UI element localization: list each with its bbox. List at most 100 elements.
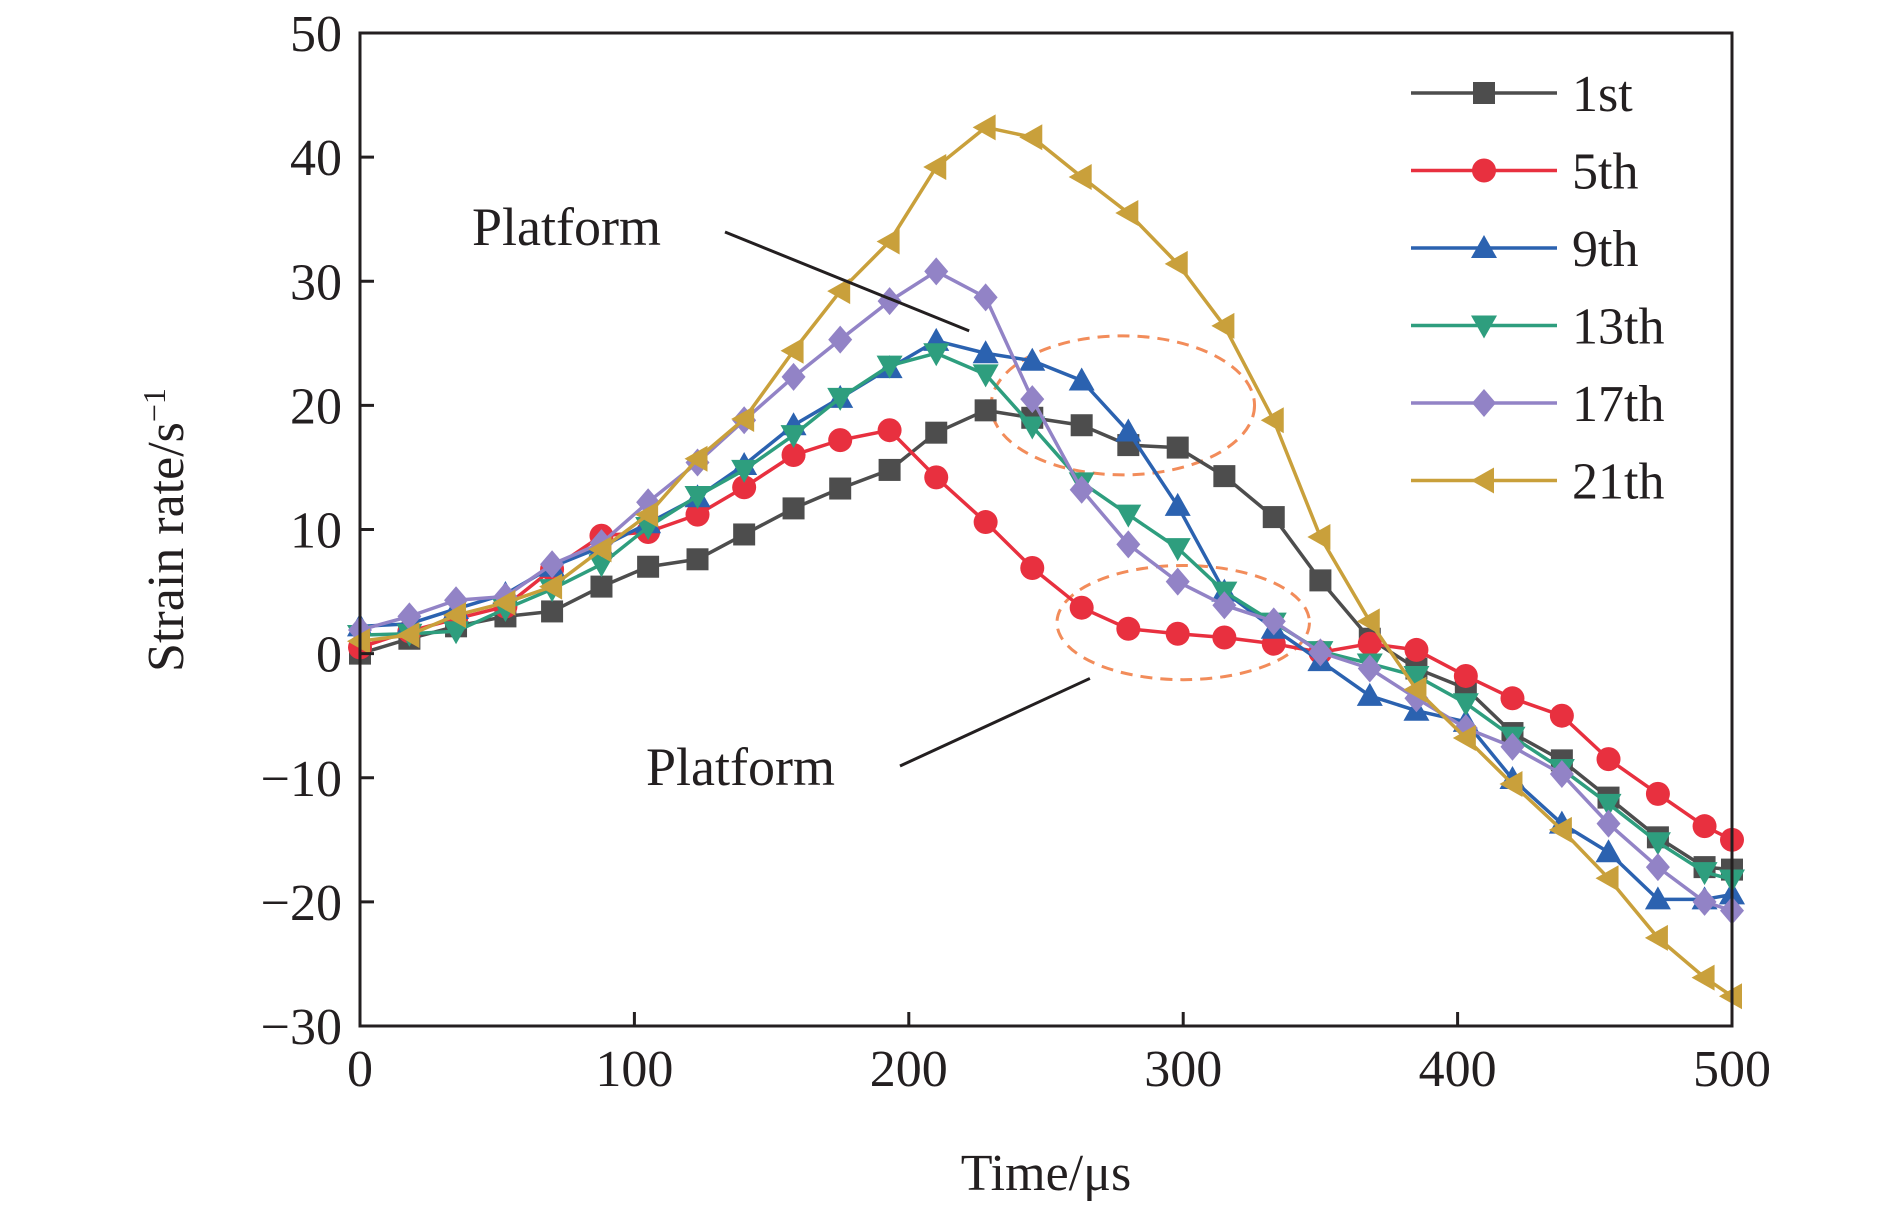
series-point-5th [1020,555,1045,580]
series-point-21th [684,445,708,472]
legend-marker-21th [1471,467,1494,494]
series-point-21th [1548,816,1572,843]
series-point-21th [443,602,467,629]
series-point-9th [1068,367,1095,391]
series-point-17th [1212,591,1237,620]
series-point-5th [1596,747,1621,772]
series-point-13th [1452,693,1479,717]
legend-marker-17th [1472,389,1496,417]
y-tick-label: −20 [261,875,342,932]
series-point-17th [924,257,949,286]
series-point-5th [924,465,949,490]
series-point-1st [878,458,901,481]
series-point-17th [1357,654,1382,683]
series-point-21th [1452,725,1476,752]
series-point-17th [1500,732,1525,761]
series-layer [347,114,1745,1010]
series-point-21th [1356,608,1380,635]
series-point-17th [828,325,853,354]
series-point-1st [925,421,948,444]
legend-label-21th: 21th [1572,454,1664,511]
series-point-17th [973,283,998,312]
series-point-13th [1164,538,1191,562]
series-point-17th [1116,530,1141,559]
y-tick-label: 40 [290,130,342,187]
series-point-21th [1019,124,1043,151]
series-point-5th [1453,663,1478,688]
series-point-17th [1308,638,1333,667]
series-point-13th [780,425,807,449]
series-point-5th [1404,637,1429,662]
series-point-5th [1069,595,1094,620]
series-point-1st [1309,569,1332,592]
legend-label-1st: 1st [1572,66,1633,123]
legend-marker-13th [1471,315,1497,339]
y-tick-label: −10 [261,751,342,808]
x-tick-label: 500 [1693,1041,1771,1098]
series-point-17th [877,287,902,316]
y-tick-label: −30 [261,999,342,1056]
series-point-21th [492,589,516,616]
series-point-13th [972,364,999,388]
y-tick-label: 10 [290,503,342,560]
axis-ticks: 0 100 200 300 400 500 −30 −20 −10 0 10 20 30 40 50 [261,6,1771,1098]
highlight-ellipse-2 [1055,563,1311,682]
legend-label-13th: 13th [1572,299,1664,356]
series-point-17th [1261,607,1286,636]
series-point-5th [1357,631,1382,656]
series-line-13th [359,351,1733,882]
x-axis-title: Time/μs [961,1145,1131,1202]
series-point-1st [590,575,613,598]
x-tick-label: 100 [595,1041,673,1098]
legend-marker-9th [1471,235,1497,258]
series-point-21th [539,573,563,600]
series-point-21th [1307,523,1331,550]
series-point-1st [1070,414,1093,437]
series-point-1st [829,477,852,500]
series-point-9th [1356,682,1383,706]
series-point-1st [733,523,756,546]
series-point-13th [1644,832,1671,856]
y-axis-title: Strain rate/s−1 [136,388,195,672]
series-point-13th [876,355,903,379]
series-point-5th [1165,621,1190,646]
series-point-5th [1692,814,1717,839]
series-point-9th [972,340,999,364]
series-point-13th [827,387,854,411]
series-point-21th [876,228,900,255]
y-axis-title-main: Strain rate/s [138,422,195,672]
x-tick-label: 0 [347,1041,373,1098]
series-point-1st [1166,436,1189,459]
y-tick-label: 30 [290,254,342,311]
series-point-5th [1549,703,1574,728]
series-point-21th [1691,964,1715,991]
series-point-17th [1645,853,1670,882]
series-point-21th [731,406,755,433]
series-point-21th [1260,407,1284,434]
series-point-5th [685,502,710,527]
series-point-17th [1165,567,1190,596]
series-line-5th [359,428,1733,842]
series-point-13th [731,459,758,483]
series-point-13th [1019,416,1046,440]
legend-marker-5th [1472,158,1496,183]
series-point-17th [1549,760,1574,789]
series-point-9th [1019,347,1046,371]
series-point-21th [1403,676,1427,703]
x-tick-label: 200 [870,1041,948,1098]
series-point-1st [637,555,660,578]
series-point-5th [1212,625,1237,650]
y-tick-label: 50 [290,6,342,63]
series-point-17th [1692,887,1717,916]
legend-label-9th: 9th [1572,221,1638,278]
series-point-21th [827,278,851,305]
series-point-13th [923,343,950,367]
series-point-5th [973,510,998,535]
series-point-9th [1644,886,1671,910]
series-point-1st [974,399,997,422]
y-axis-title-superscript: −1 [136,388,172,422]
series-point-1st [541,600,564,623]
series-point-5th [1116,616,1141,641]
series-point-21th [1211,312,1235,339]
y-tick-label: 0 [316,627,342,684]
